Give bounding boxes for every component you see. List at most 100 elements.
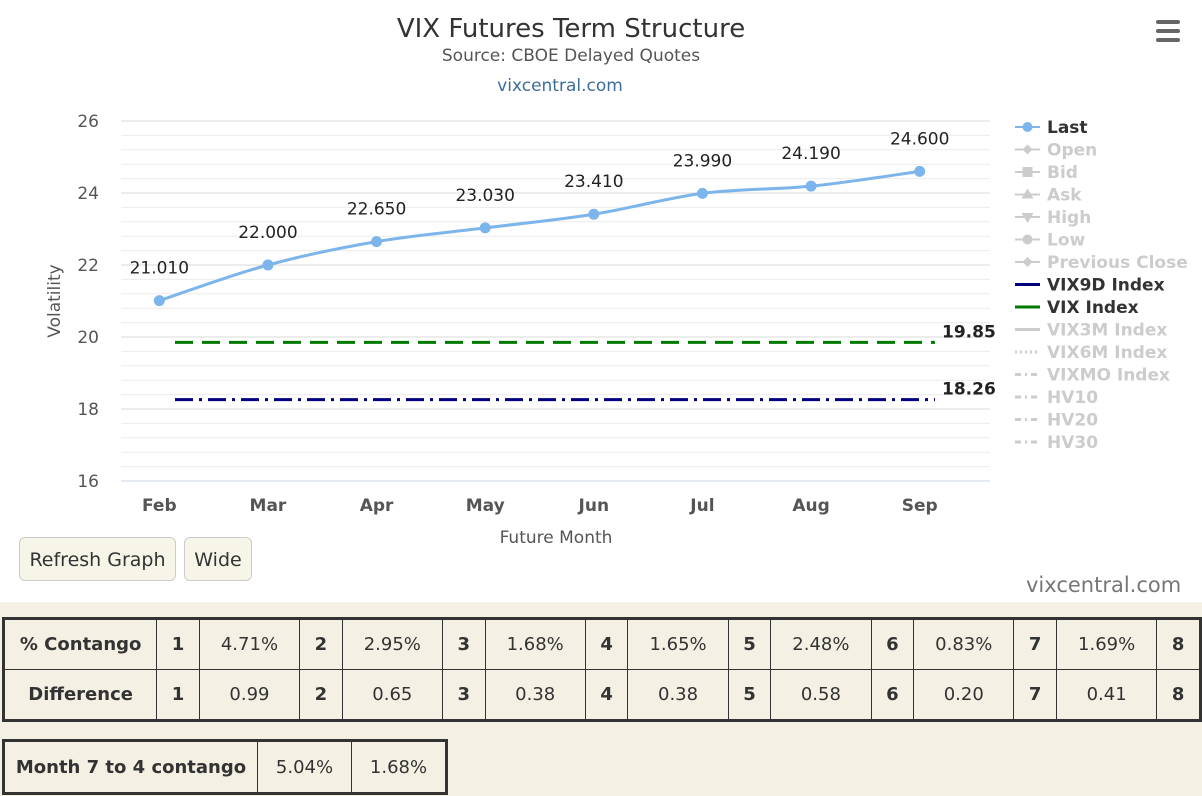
- wide-button[interactable]: Wide: [184, 537, 252, 581]
- y-tick-label: 26: [77, 112, 99, 132]
- legend-item[interactable]: VIXMO Index: [1047, 366, 1170, 386]
- month-index: 3: [441, 618, 486, 670]
- table-cell: 1.65%: [627, 618, 729, 670]
- x-tick-label: Aug: [792, 496, 829, 516]
- month-contango-label: Month 7 to 4 contango: [3, 740, 258, 794]
- month-index: 6: [870, 669, 915, 721]
- data-label: 23.030: [455, 186, 514, 206]
- legend-marker: [1022, 167, 1033, 177]
- table-cell: 0.99: [198, 669, 301, 721]
- legend-marker: [1022, 234, 1033, 245]
- table-cell: 1.69%: [1055, 618, 1158, 670]
- month-index: 5: [727, 669, 772, 721]
- legend-marker: [1022, 122, 1033, 132]
- y-tick-label: 16: [77, 472, 99, 492]
- last-data-point: [696, 187, 708, 199]
- vix-index-label: 19.85: [942, 322, 996, 342]
- data-label: 21.010: [130, 259, 189, 279]
- legend-marker: [1022, 144, 1033, 155]
- legend-item[interactable]: VIX9D Index: [1047, 276, 1165, 296]
- month-index: 4: [584, 669, 629, 721]
- last-data-point: [805, 180, 817, 192]
- row-label: % Contango: [2, 618, 158, 670]
- legend-item[interactable]: High: [1047, 208, 1091, 228]
- month-index: 1: [156, 618, 200, 670]
- chart-menu-icon[interactable]: [1152, 20, 1184, 48]
- legend-item[interactable]: HV30: [1047, 433, 1098, 453]
- legend-item[interactable]: Previous Close: [1047, 253, 1188, 273]
- legend-item[interactable]: Bid: [1047, 163, 1078, 183]
- table-cell: 0.83%: [913, 618, 1015, 670]
- month-index: 4: [584, 618, 629, 670]
- x-tick-label: Mar: [250, 496, 287, 516]
- table-row: % Contango 1 4.71% 2 2.95% 3 1.68% 4 1.65% 5 2.48%…: [2, 618, 1201, 670]
- table-cell: 0.58: [770, 669, 872, 721]
- last-data-point: [588, 208, 600, 220]
- chart-credit-top: vixcentral.com: [497, 76, 623, 96]
- last-data-point: [371, 236, 383, 248]
- legend-item[interactable]: Open: [1047, 141, 1097, 161]
- x-axis-title: Future Month: [500, 528, 613, 548]
- month-index: 8: [1156, 618, 1201, 670]
- last-data-point: [479, 222, 491, 234]
- table-cell: 1.68%: [484, 618, 586, 670]
- chart-panel: VIX Futures Term Structure Source: CBOE D…: [0, 0, 1202, 602]
- refresh-graph-button[interactable]: Refresh Graph: [19, 537, 176, 581]
- y-tick-label: 22: [77, 256, 99, 276]
- month-index: 7: [1013, 669, 1057, 721]
- x-tick-label: Sep: [902, 496, 938, 516]
- x-tick-label: Apr: [360, 496, 394, 516]
- chart-title: VIX Futures Term Structure: [397, 14, 745, 44]
- last-data-point: [153, 295, 165, 307]
- table-cell: 0.65: [341, 669, 443, 721]
- legend-item[interactable]: HV10: [1047, 388, 1098, 408]
- legend-marker: [1021, 213, 1034, 223]
- data-label: 24.190: [781, 144, 840, 164]
- y-tick-label: 18: [77, 400, 99, 420]
- month-index: 5: [727, 618, 772, 670]
- month-index: 8: [1156, 669, 1201, 721]
- month-index: 1: [156, 669, 200, 721]
- x-tick-label: Jun: [578, 496, 610, 516]
- month-index: 2: [299, 618, 343, 670]
- last-data-point: [262, 259, 274, 271]
- data-label: 22.000: [238, 223, 297, 243]
- last-data-point: [914, 165, 926, 177]
- contango-table: % Contango 1 4.71% 2 2.95% 3 1.68% 4 1.65% 5 2.48%…: [2, 617, 1202, 722]
- month-contango-value: 1.68%: [351, 740, 447, 794]
- last-series-line: [158, 169, 920, 303]
- data-label: 22.650: [347, 200, 406, 220]
- table-row: Month 7 to 4 contango 5.04% 1.68%: [3, 740, 447, 794]
- table-cell: 2.48%: [770, 618, 872, 670]
- table-cell: 0.38: [627, 669, 729, 721]
- table-cell: 4.71%: [198, 618, 301, 670]
- legend-item[interactable]: VIX Index: [1047, 298, 1139, 318]
- legend-item[interactable]: VIX6M Index: [1047, 343, 1167, 363]
- legend-item[interactable]: Low: [1047, 231, 1086, 251]
- chart-subtitle: Source: CBOE Delayed Quotes: [442, 46, 700, 66]
- legend-item[interactable]: Ask: [1047, 186, 1082, 206]
- x-tick-label: Feb: [142, 496, 177, 516]
- credit-link-bottom[interactable]: vixcentral.com: [1026, 573, 1182, 597]
- data-label: 23.410: [564, 172, 623, 192]
- legend-marker: [1022, 257, 1033, 267]
- month-contango-value: 5.04%: [257, 740, 352, 794]
- y-tick-label: 24: [77, 184, 99, 204]
- legend-marker: [1021, 188, 1034, 199]
- table-cell: 0.41: [1055, 669, 1158, 721]
- vix9d-index-label: 18.26: [942, 380, 996, 400]
- month-index: 6: [870, 618, 915, 670]
- month-index: 7: [1013, 618, 1057, 670]
- data-label: 24.600: [890, 129, 949, 149]
- table-row: Difference 1 0.99 2 0.65 3 0.38 4 0.38 5 0.58 6 0.20…: [2, 669, 1201, 721]
- data-label: 23.990: [673, 151, 732, 171]
- y-tick-label: 20: [77, 328, 99, 348]
- legend-item[interactable]: HV20: [1047, 411, 1098, 431]
- legend-item[interactable]: Last: [1047, 118, 1088, 138]
- legend-item[interactable]: VIX3M Index: [1047, 321, 1167, 341]
- table-cell: 0.38: [484, 669, 586, 721]
- row-label: Difference: [2, 669, 158, 721]
- month-index: 3: [441, 669, 486, 721]
- y-axis-title: Volatility: [45, 264, 65, 337]
